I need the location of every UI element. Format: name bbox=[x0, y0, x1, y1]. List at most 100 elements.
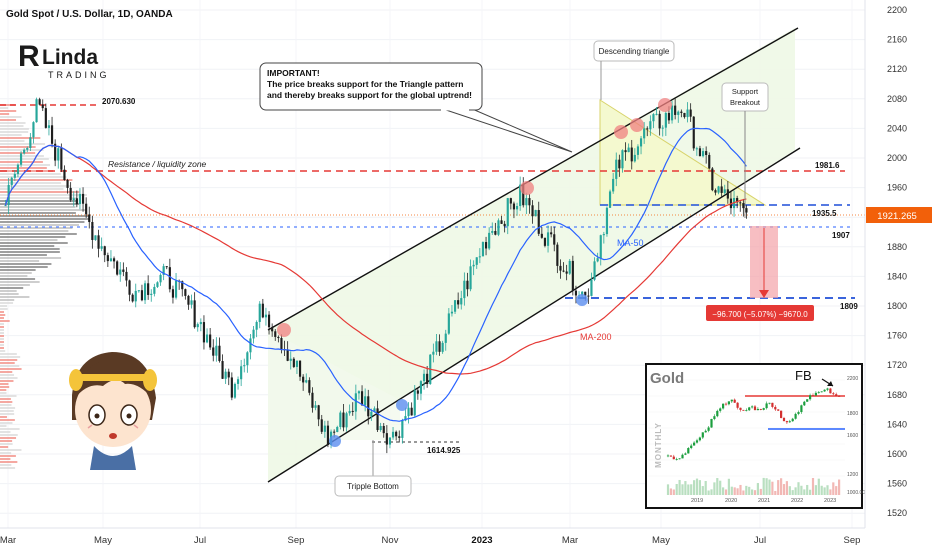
touch-marker-blue bbox=[329, 435, 341, 447]
inset-candle-body bbox=[713, 416, 716, 420]
candle-body bbox=[708, 154, 711, 169]
inset-volume-bar bbox=[681, 484, 684, 495]
inset-volume-bar bbox=[823, 487, 826, 495]
candle-body bbox=[264, 314, 268, 318]
volume-profile-bar bbox=[0, 194, 87, 196]
volume-profile-bar bbox=[0, 293, 19, 295]
inset-candle-body bbox=[710, 419, 713, 428]
inset-candle-body bbox=[695, 440, 699, 443]
candle-body bbox=[500, 220, 503, 224]
candle-body bbox=[739, 202, 742, 204]
candle-body bbox=[453, 300, 457, 312]
price-tick-label: 2160 bbox=[887, 35, 907, 45]
inset-candle-body bbox=[681, 454, 684, 459]
price-axis-bg[interactable] bbox=[865, 0, 932, 550]
volume-profile-bar bbox=[0, 233, 77, 235]
candle-body bbox=[683, 112, 686, 118]
inset-candle-body bbox=[753, 406, 757, 411]
volume-profile-bar bbox=[0, 302, 14, 304]
logo-mark: R bbox=[18, 40, 40, 73]
volume-profile-bar bbox=[0, 239, 58, 241]
inset-candle-body bbox=[666, 455, 670, 457]
candle-body bbox=[401, 420, 404, 438]
candle-body bbox=[596, 258, 599, 262]
inset-candle-body bbox=[678, 458, 681, 460]
candle-body bbox=[308, 380, 311, 393]
inset-side-label: MONTHLY bbox=[654, 422, 663, 468]
volume-profile-bar bbox=[0, 140, 25, 142]
inset-candle-body bbox=[756, 408, 759, 411]
candle-body bbox=[550, 232, 553, 235]
time-tick-label: Sep bbox=[288, 535, 305, 546]
inset-volume-bar bbox=[687, 484, 690, 495]
inset-volume-bar bbox=[707, 490, 710, 495]
inset-candle-body bbox=[832, 393, 835, 395]
candle-body bbox=[618, 159, 621, 169]
candle-body bbox=[72, 198, 75, 201]
candle-body bbox=[466, 280, 469, 290]
price-tick-label: 1880 bbox=[887, 242, 907, 252]
candle-body bbox=[221, 361, 224, 379]
candle-body bbox=[680, 111, 683, 113]
volume-profile-bar bbox=[0, 326, 4, 328]
inset-candle-body bbox=[727, 401, 730, 405]
price-tick-label: 1640 bbox=[887, 419, 907, 429]
volume-profile-bar bbox=[0, 119, 17, 121]
inset-candle-body bbox=[698, 437, 701, 441]
candle-body bbox=[506, 198, 509, 227]
inset-candle-body bbox=[826, 388, 829, 390]
time-axis-bg[interactable] bbox=[0, 528, 932, 550]
candle-body bbox=[60, 148, 63, 170]
inset-volume-bar bbox=[693, 480, 696, 495]
time-tick-label: Sep bbox=[844, 535, 861, 546]
candle-body bbox=[224, 371, 227, 379]
volume-profile-bar bbox=[0, 290, 17, 292]
volume-profile-bar bbox=[0, 389, 7, 391]
candle-body bbox=[426, 373, 429, 384]
candle-body bbox=[441, 342, 444, 352]
candle-body bbox=[494, 230, 497, 235]
candle-body bbox=[181, 281, 184, 290]
candle-body bbox=[435, 341, 438, 352]
volume-profile-bar bbox=[0, 413, 15, 415]
inset-volume-bar bbox=[777, 480, 780, 495]
volume-profile-bar bbox=[0, 176, 67, 178]
candle-body bbox=[106, 255, 109, 262]
candle-body bbox=[398, 436, 401, 438]
logo-sub: TRADING bbox=[48, 70, 110, 80]
candle-body bbox=[695, 148, 698, 150]
candle-body bbox=[571, 260, 574, 291]
volume-profile-bar bbox=[0, 260, 40, 262]
candle-body bbox=[745, 208, 748, 213]
measure-arrowhead bbox=[759, 290, 769, 298]
inset-volume-bar bbox=[724, 489, 728, 495]
volume-profile-bar bbox=[0, 311, 4, 313]
candle-body bbox=[605, 207, 609, 235]
candle-body bbox=[339, 412, 342, 428]
candle-body bbox=[165, 266, 168, 268]
touch-marker-blue bbox=[396, 399, 408, 411]
volume-profile-bar bbox=[0, 377, 18, 379]
inset-volume-bar bbox=[762, 477, 765, 495]
candle-body bbox=[50, 125, 54, 144]
inset-volume-bar bbox=[785, 481, 788, 495]
volume-profile-bar bbox=[0, 197, 77, 199]
inset-candle-body bbox=[782, 417, 786, 422]
inset-year: 2021 bbox=[758, 498, 770, 504]
inset-candle-body bbox=[797, 412, 800, 414]
candle-body bbox=[69, 187, 72, 201]
candle-body bbox=[19, 153, 23, 165]
candle-body bbox=[602, 234, 605, 236]
time-tick-label: May bbox=[94, 535, 112, 546]
inset-candle-body bbox=[771, 402, 774, 407]
candle-body bbox=[519, 184, 522, 207]
touch-marker-red bbox=[277, 323, 291, 337]
inset-volume-bar bbox=[835, 486, 838, 495]
candle-body bbox=[267, 314, 271, 328]
inset-candle-body bbox=[838, 396, 841, 397]
inset-candle-body bbox=[687, 448, 690, 454]
inset-candle-body bbox=[814, 392, 817, 396]
touch-marker-red bbox=[658, 98, 672, 112]
candle-body bbox=[246, 352, 249, 366]
